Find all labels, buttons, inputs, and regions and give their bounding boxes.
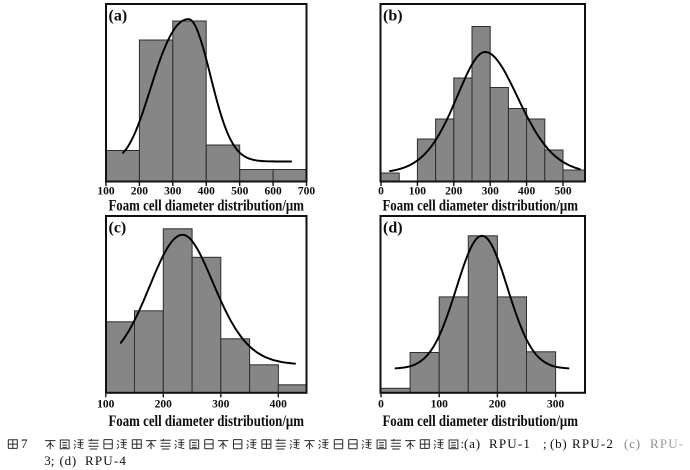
svg-text:700: 700: [298, 186, 316, 198]
svg-text:;: ;: [543, 436, 547, 451]
svg-text:(c): (c): [624, 436, 641, 451]
svg-text:200: 200: [131, 186, 149, 198]
svg-text:400: 400: [270, 398, 288, 410]
svg-text:Foam cell diameter distributio: Foam cell diameter distribution/μm: [108, 198, 304, 215]
svg-text:300: 300: [212, 398, 230, 410]
svg-text:300: 300: [547, 398, 565, 410]
svg-text:(b): (b): [550, 436, 568, 451]
svg-text:500: 500: [554, 186, 572, 198]
svg-text:(a): (a): [109, 8, 128, 25]
svg-text:400: 400: [518, 186, 536, 198]
svg-text:200: 200: [155, 398, 173, 410]
svg-text:200: 200: [489, 398, 507, 410]
svg-text:300: 300: [164, 186, 182, 198]
svg-text:7: 7: [21, 436, 28, 451]
svg-text:500: 500: [231, 186, 249, 198]
svg-text:100: 100: [97, 398, 115, 410]
svg-text:600: 600: [264, 186, 282, 198]
svg-text:200: 200: [445, 186, 463, 198]
svg-text:0: 0: [378, 398, 384, 410]
svg-text:RPU-1: RPU-1: [489, 436, 531, 451]
svg-text:100: 100: [431, 398, 449, 410]
svg-text:Foam cell diameter distributio: Foam cell diameter distribution/μm: [382, 413, 578, 430]
svg-text:100: 100: [97, 186, 115, 198]
svg-text:RPU-4: RPU-4: [85, 453, 127, 468]
svg-text:Foam cell diameter distributio: Foam cell diameter distribution/μm: [382, 198, 578, 215]
svg-text:(d): (d): [60, 453, 78, 468]
svg-text:300: 300: [482, 186, 500, 198]
svg-text:(d): (d): [383, 220, 403, 237]
svg-text:Foam cell diameter distributio: Foam cell diameter distribution/μm: [108, 413, 304, 430]
svg-text:(b): (b): [383, 8, 403, 25]
svg-text:400: 400: [198, 186, 216, 198]
svg-text:RPU-2: RPU-2: [572, 436, 614, 451]
svg-text:0: 0: [378, 186, 384, 198]
svg-text:(c): (c): [109, 220, 127, 237]
svg-text:3;: 3;: [44, 453, 54, 468]
svg-text::: :: [461, 436, 465, 451]
svg-text:100: 100: [409, 186, 427, 198]
svg-text:RPU-: RPU-: [650, 436, 684, 451]
svg-text:(a): (a): [464, 436, 481, 451]
